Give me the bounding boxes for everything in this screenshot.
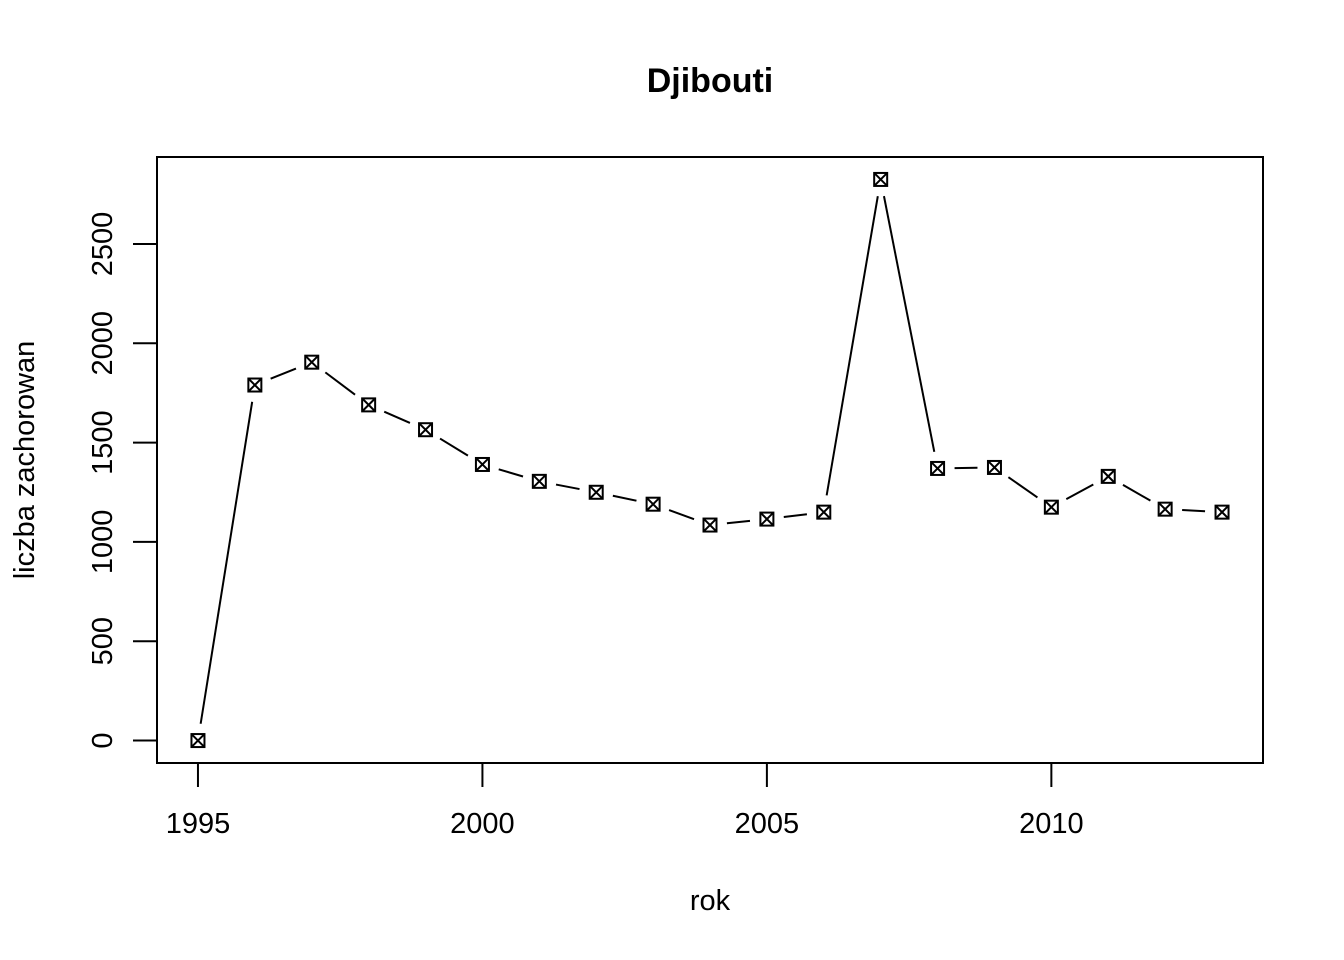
line-segment	[726, 519, 751, 525]
line-segment	[612, 494, 637, 502]
line-segment	[270, 367, 297, 380]
data-point	[1157, 501, 1173, 517]
line-segment	[199, 401, 254, 724]
data-point	[759, 511, 775, 527]
y-tick-label: 500	[87, 617, 119, 665]
line-segment	[1007, 476, 1038, 499]
line-segment	[439, 437, 469, 457]
y-axis: 0 500 1000 1500 2000 2500	[87, 212, 158, 749]
line-segment	[1122, 484, 1151, 502]
line-segment	[825, 196, 879, 496]
plot-frame	[156, 156, 1264, 764]
data-point	[816, 504, 832, 520]
y-tick-label: 2000	[87, 311, 119, 376]
data-point	[1214, 504, 1230, 520]
chart-title: Djibouti	[647, 62, 774, 100]
data-point	[1043, 499, 1059, 515]
data-point	[304, 354, 320, 370]
line-segment	[668, 509, 695, 521]
x-axis-label: rok	[690, 885, 731, 917]
series-points	[190, 171, 1230, 749]
data-point	[930, 460, 946, 476]
series-line	[199, 195, 1206, 724]
data-point	[588, 484, 604, 500]
y-tick-label: 1500	[87, 410, 119, 475]
line-segment	[555, 483, 580, 491]
y-tick-label: 0	[87, 732, 119, 748]
data-point	[1100, 468, 1116, 484]
data-point	[986, 459, 1002, 475]
data-point	[702, 517, 718, 533]
y-axis-label: liczba zachorowan	[9, 341, 41, 580]
data-point	[247, 377, 263, 393]
y-tick-label: 2500	[87, 212, 119, 277]
data-point	[361, 397, 377, 413]
line-segment	[1182, 509, 1206, 513]
data-point	[645, 496, 661, 512]
data-point	[531, 473, 547, 489]
data-point	[474, 456, 490, 472]
line-segment	[882, 195, 936, 452]
data-point	[190, 733, 206, 749]
x-axis: 1995 2000 2005 2010	[166, 762, 1084, 840]
data-point	[418, 422, 434, 438]
line-segment	[1065, 483, 1094, 500]
line-segment	[498, 468, 524, 478]
x-tick-label: 2005	[735, 808, 800, 840]
line-segment	[383, 410, 411, 424]
line-segment	[324, 371, 356, 396]
x-tick-label: 2010	[1019, 808, 1084, 840]
x-tick-label: 1995	[166, 808, 231, 840]
data-point	[873, 171, 889, 187]
x-tick-label: 2000	[450, 808, 515, 840]
line-segment	[783, 513, 808, 519]
y-tick-label: 1000	[87, 510, 119, 575]
